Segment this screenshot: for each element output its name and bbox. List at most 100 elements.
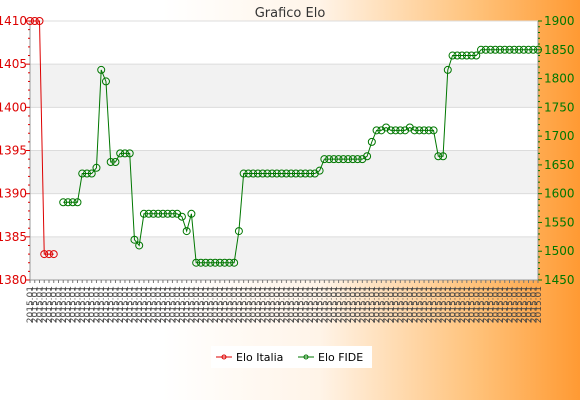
data-point — [163, 209, 172, 218]
x-tick-label: 2015.01 — [97, 286, 107, 323]
x-tick-label: 2015.01 — [235, 286, 245, 323]
data-point — [529, 45, 538, 54]
data-point — [391, 126, 400, 135]
x-tick-label: 2015.01 — [244, 286, 254, 323]
x-tick-label: 2015.01 — [197, 286, 207, 323]
data-point — [291, 169, 300, 178]
left-tick-label: 1410 — [0, 14, 27, 28]
right-tick-label: 1600 — [544, 187, 575, 201]
data-point — [78, 169, 87, 178]
x-tick-label: 2015.01 — [173, 286, 183, 323]
x-tick-label: 2015.01 — [278, 286, 288, 323]
x-tick-label: 2015.01 — [221, 286, 231, 323]
data-point — [196, 258, 205, 267]
x-tick-label: 2015.01 — [282, 286, 292, 323]
data-point — [439, 152, 448, 161]
data-point — [363, 152, 372, 161]
right-tick-label: 1650 — [544, 158, 575, 172]
x-tick-label: 2015.01 — [50, 286, 60, 323]
data-point — [230, 258, 239, 267]
data-point — [44, 250, 53, 259]
x-tick-label: 2015.01 — [487, 286, 497, 323]
data-point — [35, 17, 44, 25]
data-point — [111, 158, 120, 167]
data-point — [239, 169, 248, 178]
x-tick-label: 2015.01 — [31, 286, 41, 323]
data-point — [201, 258, 210, 267]
x-tick-label: 2015.01 — [230, 286, 240, 323]
x-tick-label: 2015.01 — [116, 286, 126, 323]
x-tick-label: 2015.01 — [373, 286, 383, 323]
data-point — [534, 45, 542, 54]
data-point — [253, 169, 262, 178]
data-point — [125, 149, 134, 158]
data-point — [287, 169, 296, 178]
x-tick-label: 2015.01 — [140, 286, 150, 323]
data-point — [344, 155, 353, 164]
data-point — [486, 45, 495, 54]
x-tick-label: 2015.01 — [311, 286, 321, 323]
x-tick-label: 2015.01 — [59, 286, 69, 323]
x-tick-label: 2015.01 — [192, 286, 202, 323]
x-tick-label: 2015.01 — [406, 286, 416, 323]
data-point — [177, 212, 186, 221]
x-tick-label: 2015.01 — [368, 286, 378, 323]
x-tick-label: 2015.01 — [40, 286, 50, 323]
data-point — [234, 227, 243, 236]
left-tick-label: 1390 — [0, 187, 27, 201]
x-tick-label: 2015.01 — [482, 286, 492, 323]
data-point — [220, 258, 229, 267]
x-tick-label: 2015.01 — [335, 286, 345, 323]
x-tick-label: 2015.01 — [411, 286, 421, 323]
x-tick-label: 2015.01 — [496, 286, 506, 323]
x-tick-label: 2015.01 — [111, 286, 121, 323]
data-point — [116, 149, 125, 158]
x-tick-label: 2015.01 — [154, 286, 164, 323]
x-tick-label: 2015.01 — [268, 286, 278, 323]
data-point — [462, 51, 471, 60]
x-tick-label: 2015.01 — [510, 286, 520, 323]
right-tick-label: 1450 — [544, 273, 575, 287]
x-tick-label: 2015.01 — [430, 286, 440, 323]
x-tick-label: 2015.01 — [287, 286, 297, 323]
data-point — [353, 155, 362, 164]
x-tick-label: 2015.01 — [434, 286, 444, 323]
left-tick-label: 1395 — [0, 144, 27, 158]
x-tick-label: 2015.01 — [468, 286, 478, 323]
data-point — [101, 77, 110, 86]
x-axis: 2015.012015.012015.012015.012015.012015.… — [26, 280, 544, 323]
data-point — [144, 209, 153, 218]
x-tick-label: 2015.01 — [358, 286, 368, 323]
x-tick-label: 2015.01 — [107, 286, 117, 323]
x-tick-label: 2015.01 — [382, 286, 392, 323]
data-point — [396, 126, 405, 135]
x-tick-label: 2015.01 — [149, 286, 159, 323]
data-point — [448, 51, 457, 60]
data-point — [49, 250, 58, 259]
data-point — [149, 209, 158, 218]
x-tick-label: 2015.01 — [306, 286, 316, 323]
data-point — [282, 169, 291, 178]
x-tick-label: 2015.01 — [339, 286, 349, 323]
x-tick-label: 2015.01 — [54, 286, 64, 323]
legend-marker-elo-italia — [221, 354, 227, 360]
x-tick-label: 2015.01 — [187, 286, 197, 323]
x-tick-label: 2015.01 — [78, 286, 88, 323]
x-tick-label: 2015.01 — [102, 286, 112, 323]
data-point — [481, 45, 490, 54]
data-point — [320, 155, 329, 164]
x-tick-label: 2015.01 — [211, 286, 221, 323]
x-tick-label: 2015.01 — [88, 286, 98, 323]
x-tick-label: 2015.01 — [73, 286, 83, 323]
x-tick-label: 2015.01 — [159, 286, 169, 323]
right-tick-label: 1850 — [544, 43, 575, 57]
data-point — [458, 51, 467, 60]
x-tick-label: 2015.01 — [292, 286, 302, 323]
data-point — [192, 258, 201, 267]
data-point — [443, 65, 452, 74]
data-point — [334, 155, 343, 164]
data-point — [434, 152, 443, 161]
data-point — [505, 45, 514, 54]
data-point — [296, 169, 305, 178]
